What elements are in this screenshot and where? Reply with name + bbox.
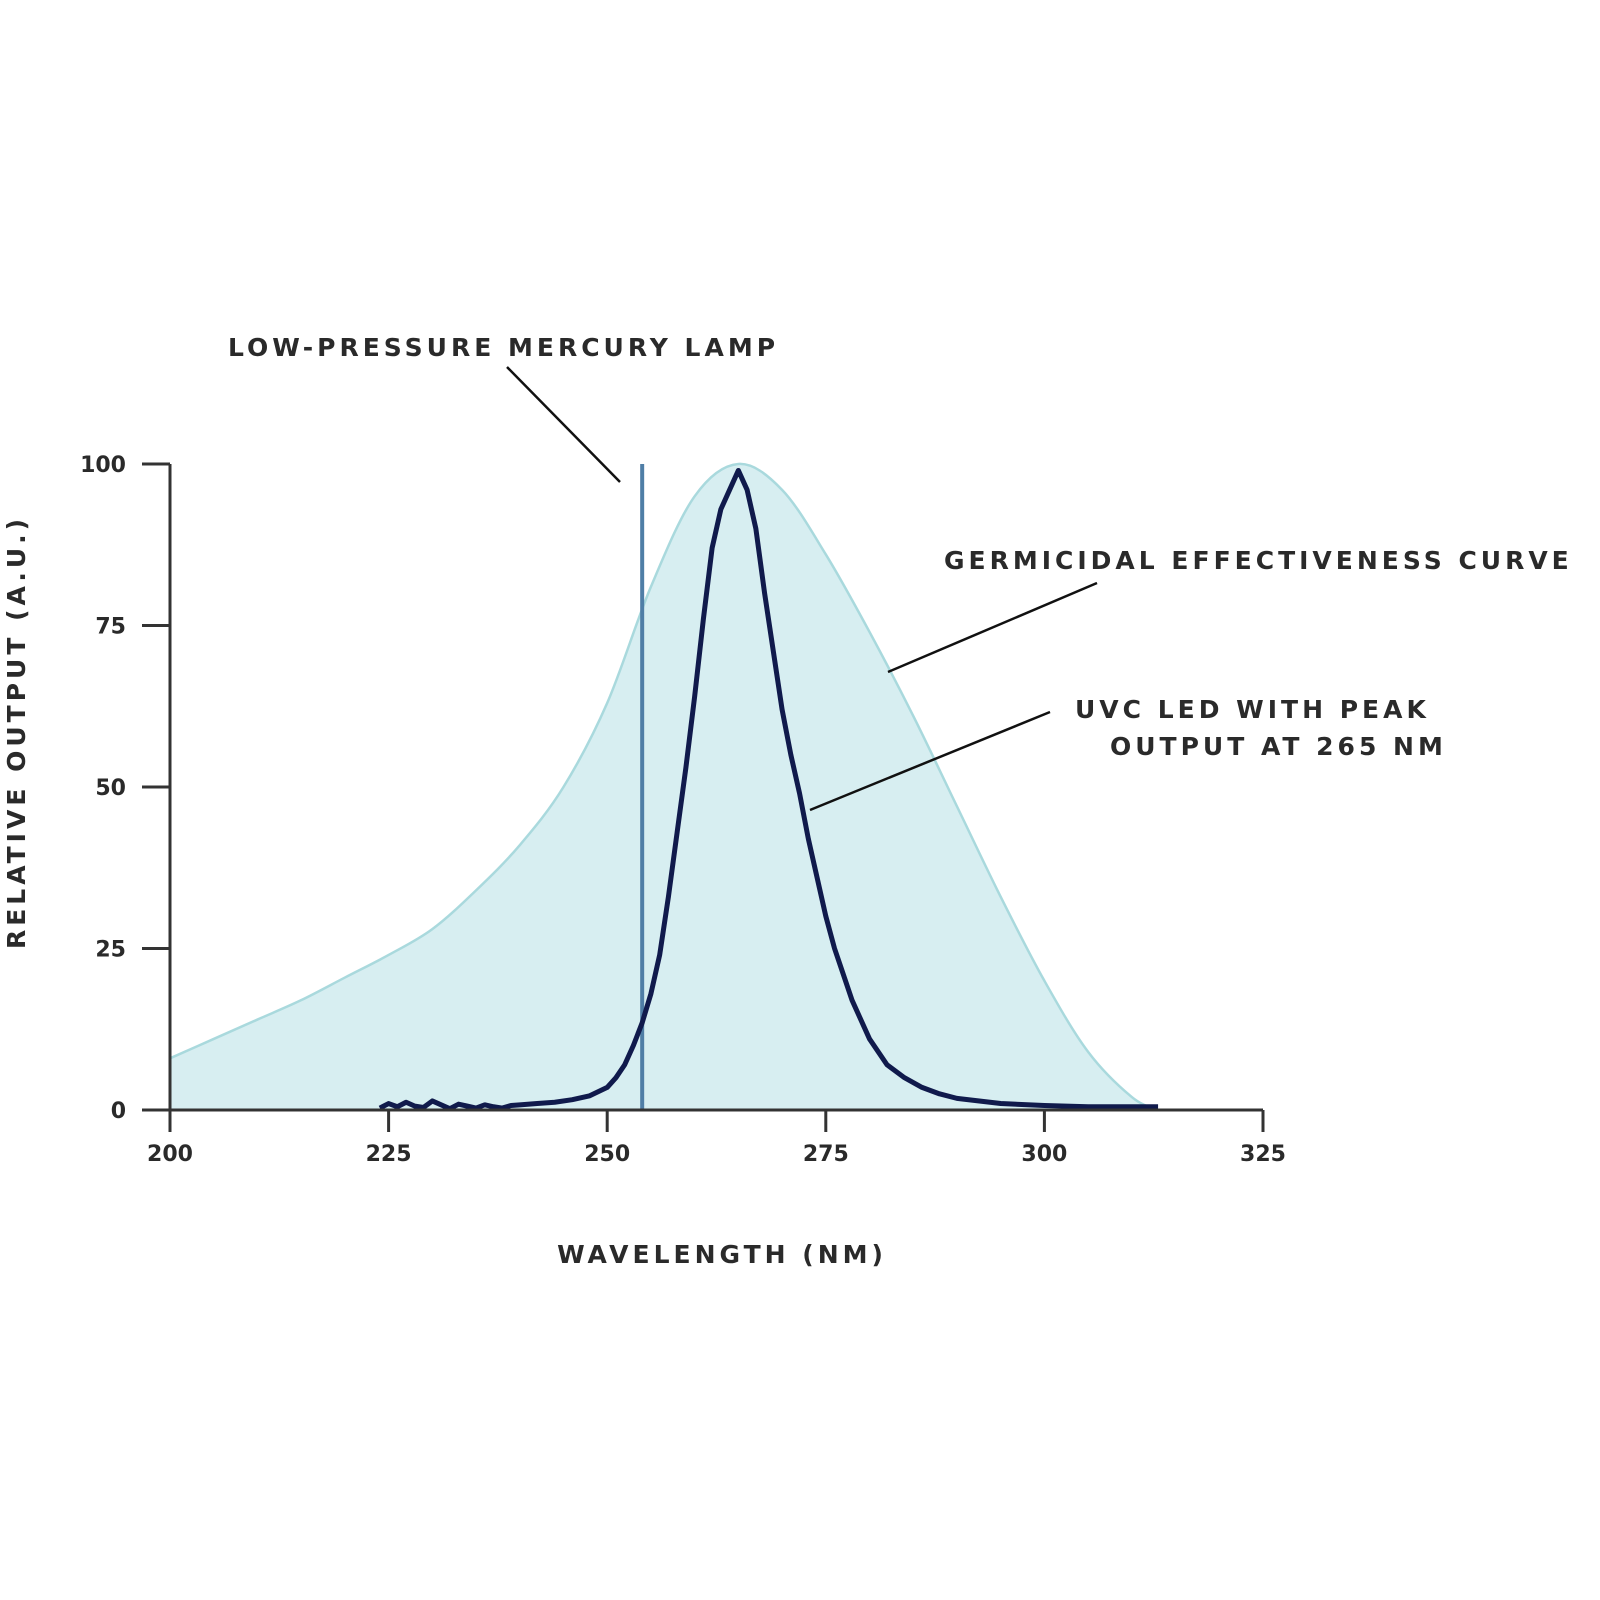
annotation-uvc-led-line2: OUTPUT AT 265 NM xyxy=(1110,732,1447,761)
germicidal-curve-line xyxy=(169,462,1159,1112)
annotation-germicidal-curve: GERMICIDAL EFFECTIVENESS CURVE xyxy=(944,546,1573,575)
leader-line-mercury-lamp xyxy=(506,366,621,483)
x-tick-label: 200 xyxy=(147,1142,193,1167)
leader-line-uvc-led xyxy=(809,710,1051,812)
x-axis-label: WAVELENGTH (NM) xyxy=(557,1240,887,1269)
x-tick-label: 325 xyxy=(1240,1142,1286,1167)
axes: 0 25 50 75 100 200 225 250 275 300 325 xyxy=(80,453,1286,1167)
x-tick-label: 250 xyxy=(584,1142,630,1167)
x-tick-label: 225 xyxy=(366,1142,412,1167)
y-tick-label: 0 xyxy=(111,1099,126,1124)
x-tick-label: 300 xyxy=(1021,1142,1067,1167)
annotation-uvc-led-line1: UVC LED WITH PEAK xyxy=(1075,695,1430,724)
annotation-mercury-lamp: LOW-PRESSURE MERCURY LAMP xyxy=(228,333,779,362)
x-tick-label: 275 xyxy=(803,1142,849,1167)
leader-line-germicidal-curve xyxy=(887,581,1098,674)
y-tick-label: 100 xyxy=(80,453,126,478)
y-tick-label: 75 xyxy=(95,615,126,640)
y-tick-label: 50 xyxy=(95,776,126,801)
plot-area xyxy=(169,462,1159,1112)
germicidal-curve-area xyxy=(170,463,1159,1110)
y-axis-label: RELATIVE OUTPUT (A.U.) xyxy=(2,515,31,949)
y-tick-label: 25 xyxy=(95,938,126,963)
uvc-led-line xyxy=(378,467,1159,1112)
